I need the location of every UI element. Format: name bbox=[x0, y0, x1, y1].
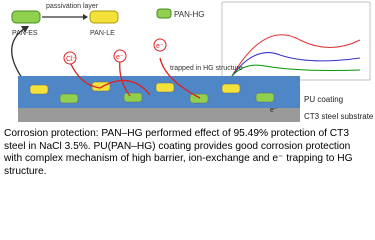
hg-icon bbox=[156, 8, 172, 19]
hg-particle bbox=[123, 92, 143, 103]
caption-line: steel in NaCl 3.5%. PU(PAN–HG) coating p… bbox=[4, 140, 351, 152]
curve bbox=[231, 64, 361, 77]
le-icon bbox=[89, 10, 119, 24]
inset-frame bbox=[221, 1, 371, 81]
hg-particle bbox=[189, 93, 209, 104]
caption-line: structure. bbox=[4, 165, 47, 177]
arrowhead bbox=[21, 26, 29, 33]
hg-particle bbox=[59, 93, 79, 104]
hg-particle bbox=[255, 92, 275, 103]
nyquist-inset bbox=[221, 1, 371, 81]
curve bbox=[231, 34, 361, 77]
caption: Corrosion protection: PAN–HG performed e… bbox=[4, 128, 372, 178]
hg-label: PAN-HG bbox=[174, 10, 205, 19]
hg-particles bbox=[29, 81, 275, 104]
ion-circle bbox=[153, 38, 167, 52]
caption-line: Corrosion protection: PAN–HG performed e… bbox=[4, 128, 350, 139]
es-label: PAN-ES bbox=[12, 30, 38, 37]
caption-line: with complex mechanism of high barrier, … bbox=[4, 153, 353, 165]
passivation-label: passivation layer bbox=[46, 3, 99, 10]
curved-arrow bbox=[11, 27, 26, 79]
electron-label: e⁻ bbox=[116, 54, 124, 61]
chloride-label: Cl⁻ bbox=[66, 56, 77, 63]
page: passivation layer PAN-ES PAN-LE PAN-HG C… bbox=[4, 1, 374, 178]
trapped-label: trapped in HG structure bbox=[170, 65, 243, 72]
ion-circle bbox=[63, 51, 77, 65]
hg-particle bbox=[221, 83, 241, 94]
ion-path bbox=[69, 57, 201, 99]
es-icon bbox=[11, 10, 41, 24]
electron-label: e⁻ bbox=[270, 107, 278, 114]
illustration: passivation layer PAN-ES PAN-LE PAN-HG C… bbox=[11, 1, 374, 122]
steel-label: CT3 steel substrate bbox=[304, 112, 374, 121]
hg-particle bbox=[155, 82, 175, 93]
electron-label: e⁻ bbox=[156, 43, 164, 50]
steel-substrate bbox=[18, 108, 300, 122]
coating-label: PU coating bbox=[304, 95, 343, 104]
hg-particle bbox=[29, 84, 49, 95]
le-label: PAN-LE bbox=[90, 30, 115, 37]
arrowhead bbox=[83, 14, 88, 20]
curve bbox=[231, 52, 361, 77]
ion-circle bbox=[113, 49, 127, 63]
